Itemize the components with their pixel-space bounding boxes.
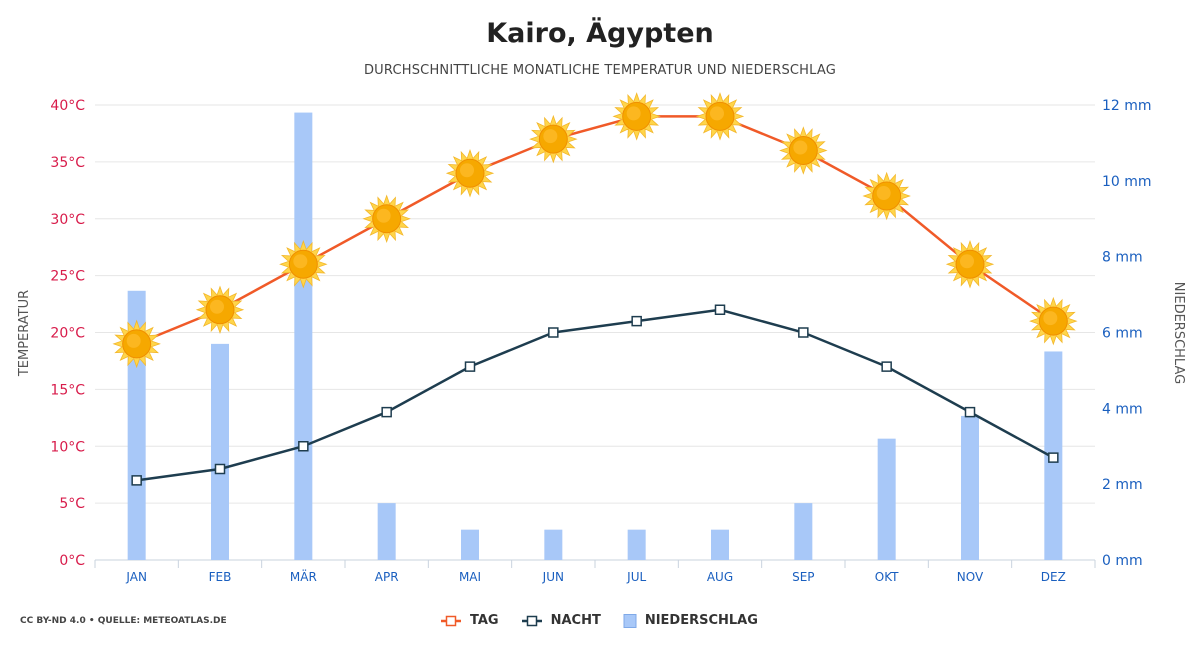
sun-highlight	[710, 106, 724, 121]
sun-icon	[445, 149, 495, 198]
legend-nacht-label: NACHT	[550, 613, 601, 628]
nacht-marker	[131, 475, 142, 486]
x-tick-label: FEB	[209, 570, 232, 584]
sun-icon	[612, 92, 661, 141]
left-tick-label: 5°C	[59, 496, 85, 512]
nacht-marker	[798, 327, 809, 338]
precip-bar	[877, 438, 896, 560]
precip-bar	[961, 415, 979, 560]
right-tick-label: 8 mm	[1102, 250, 1143, 266]
right-tick-label: 6 mm	[1102, 326, 1143, 342]
left-tick-label: 30°C	[50, 212, 85, 228]
nacht-marker	[298, 441, 309, 452]
left-tick-label: 10°C	[50, 439, 85, 455]
sun-icon	[195, 285, 245, 334]
precip-bar	[627, 529, 646, 560]
x-tick-label: OKT	[875, 570, 899, 584]
left-tick-label: 35°C	[50, 155, 85, 171]
chart-subtitle: DURCHSCHNITTLICHE MONATLICHE TEMPERATUR …	[363, 63, 837, 78]
nacht-line	[136, 308, 1054, 482]
source-credit: CC BY-ND 4.0 • QUELLE: METEOATLAS.DE	[20, 616, 227, 626]
left-tick-label: 25°C	[50, 269, 85, 285]
right-tick-label: 12 mm	[1102, 98, 1152, 114]
right-tick-label: 4 mm	[1102, 401, 1143, 417]
nacht-marker	[548, 327, 559, 338]
sun-highlight	[543, 129, 558, 144]
x-tick-label: APR	[375, 570, 399, 584]
right-axis-title: NIEDERSCHLAG	[1171, 282, 1186, 384]
nacht-marker	[964, 406, 976, 418]
tag-line	[136, 115, 1055, 346]
sun-icon	[279, 240, 328, 289]
sun-highlight	[793, 140, 808, 155]
x-tick-label: AUG	[707, 570, 733, 584]
chart-title: Kairo, Ägypten	[486, 18, 714, 49]
sun-icon	[1029, 296, 1078, 346]
left-tick-label: 15°C	[50, 382, 85, 398]
legend-niederschlag-label: NIEDERSCHLAG	[644, 613, 758, 628]
precip-bar	[461, 529, 479, 560]
precip-bar	[794, 503, 813, 560]
left-tick-label: 20°C	[50, 326, 85, 342]
precip-bar	[711, 529, 729, 560]
precip-bar	[544, 529, 563, 560]
sun-highlight	[460, 163, 474, 178]
legend-item-niederschlag[interactable]: NIEDERSCHLAG	[623, 613, 758, 628]
sun-icon	[779, 126, 828, 175]
legend-item-nacht[interactable]: NACHT	[521, 613, 601, 628]
precip-bar	[294, 112, 313, 560]
sun-icon	[112, 319, 161, 369]
right-tick-label: 10 mm	[1102, 174, 1152, 190]
right-tick-label: 0 mm	[1102, 553, 1143, 569]
sun-highlight	[126, 333, 141, 348]
legend-nacht-swatch	[521, 615, 542, 626]
nacht-marker	[631, 315, 642, 327]
legend-tag-label: TAG	[470, 613, 499, 628]
x-tick-label: JUL	[626, 570, 646, 584]
sun-highlight	[626, 106, 641, 121]
x-tick-label: JUN	[542, 570, 564, 584]
sun-icon	[862, 171, 911, 221]
sun-icon	[695, 92, 745, 141]
precip-bar	[377, 503, 396, 560]
legend-item-tag[interactable]: TAG	[440, 613, 499, 628]
sun-icon	[529, 114, 578, 164]
x-tick-label: MAI	[459, 570, 481, 584]
left-tick-label: 0°C	[59, 553, 85, 569]
sun-highlight	[1043, 311, 1058, 326]
sun-highlight	[960, 254, 974, 269]
nacht-marker	[464, 361, 476, 372]
nacht-marker	[714, 304, 726, 315]
x-tick-label: NOV	[957, 570, 984, 584]
left-axis-title: TEMPERATUR	[17, 290, 32, 377]
nacht-marker	[881, 361, 892, 372]
sun-highlight	[376, 208, 391, 223]
nacht-marker	[214, 463, 226, 475]
right-tick-label: 2 mm	[1102, 477, 1143, 493]
left-tick-label: 40°C	[50, 98, 85, 114]
sun-icon	[362, 194, 411, 243]
x-tick-label: DEZ	[1041, 570, 1066, 584]
sun-highlight	[210, 299, 224, 314]
nacht-marker	[1048, 452, 1059, 463]
sun-highlight	[876, 186, 891, 200]
legend: TAG NACHT NIEDERSCHLAG	[440, 613, 758, 628]
x-tick-label: JAN	[125, 570, 147, 584]
x-tick-label: MÄR	[290, 569, 317, 584]
x-tick-label: SEP	[792, 570, 814, 584]
legend-niederschlag-swatch	[623, 613, 637, 628]
sun-highlight	[293, 254, 308, 269]
legend-tag-swatch	[441, 615, 461, 626]
nacht-marker	[381, 406, 392, 418]
sun-icon	[945, 240, 995, 289]
precip-bar	[211, 343, 229, 560]
